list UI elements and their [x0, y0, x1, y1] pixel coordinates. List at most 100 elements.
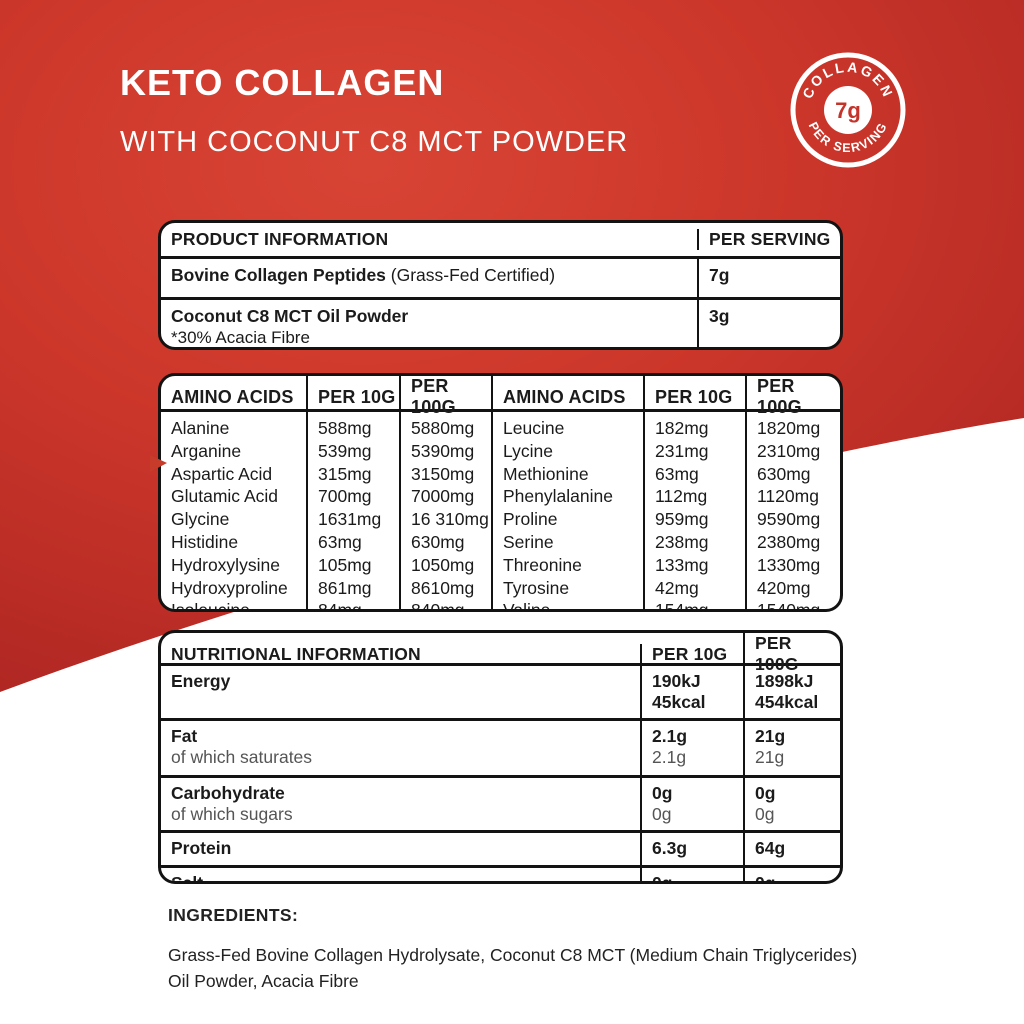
amino-per100g-value: 9590mg	[745, 508, 840, 531]
value: 2.1g	[652, 726, 688, 746]
amino-acids-header: AMINO ACIDS	[491, 376, 643, 418]
nutrient-per10g: 190kJ 45kcal	[640, 666, 743, 718]
amino-per10g-value: 63mg	[306, 530, 399, 554]
amino-per100g-value: 3150mg	[399, 462, 491, 486]
amino-per100g-value: 1120mg	[745, 485, 840, 509]
amino-row: Glutamic Acid 700mg 7000mg Phenylalanine…	[161, 485, 840, 509]
per-100g-header: PER 100G	[399, 376, 491, 418]
nutrient-name: Fat	[171, 726, 198, 746]
amino-per100g-value: 420mg	[745, 576, 840, 600]
product-table-header-row: PRODUCT INFORMATION PER SERVING	[161, 223, 840, 256]
amino-per100g-value: 1330mg	[745, 553, 840, 577]
badge-ring	[790, 52, 906, 168]
per-10g-header: PER 10G	[640, 643, 743, 665]
amino-per100g-value: 1050mg	[399, 553, 491, 577]
ingredient-value-cell: 3g	[697, 300, 840, 347]
amino-per10g-value: 861mg	[306, 576, 399, 600]
sub-value: 21g	[755, 747, 785, 767]
amino-per100g-value: 5880mg	[399, 417, 491, 440]
table-row: Coconut C8 MCT Oil Powder *30% Acacia Fi…	[161, 297, 840, 347]
nutrient-subname: of which saturates	[171, 747, 313, 767]
carbohydrate-row: Carbohydrate of which sugars 0g 0g 0g 0g	[161, 775, 840, 830]
amino-per10g-value: 42mg	[643, 576, 745, 600]
amino-per100g-value: 840mg	[399, 599, 491, 609]
amino-row: Histidine 63mg 630mg Serine 238mg 2380mg	[161, 530, 840, 554]
amino-per10g-value: 63mg	[643, 462, 745, 486]
amino-per10g-value: 105mg	[306, 553, 399, 577]
badge-center-disc	[824, 86, 872, 134]
amino-per10g-value: 1631mg	[306, 508, 399, 531]
amino-row: Alanine 588mg 5880mg Leucine 182mg 1820m…	[161, 417, 840, 440]
ingredient-name: Bovine Collagen Peptides	[171, 265, 386, 285]
value: 0g	[755, 783, 776, 803]
sub-value: 0g	[755, 804, 775, 824]
nutrient-per10g: 0g 0g	[640, 778, 743, 830]
amino-row: Hydroxylysine 105mg 1050mg Threonine 133…	[161, 553, 840, 577]
nutrient-label: Protein	[171, 838, 232, 858]
per-10g-header: PER 10G	[643, 376, 745, 418]
amino-per10g-value: 133mg	[643, 553, 745, 577]
amino-name: Leucine	[491, 417, 643, 440]
amino-per100g-value: 7000mg	[399, 485, 491, 509]
fat-row: Fat of which saturates 2.1g 2.1g 21g 21g	[161, 718, 840, 775]
amino-per100g-value: 16 310mg	[399, 508, 491, 531]
amino-name: Valine	[491, 599, 643, 609]
page-title: KETO COLLAGEN	[120, 62, 445, 103]
ingredient-name-cell: Bovine Collagen Peptides (Grass-Fed Cert…	[161, 259, 697, 297]
amino-per100g-value: 5390mg	[399, 439, 491, 463]
amino-per10g-value: 238mg	[643, 530, 745, 554]
nutrient-name: Carbohydrate	[171, 783, 285, 803]
amino-row: Aspartic Acid 315mg 3150mg Methionine 63…	[161, 462, 840, 486]
amino-per10g-value: 315mg	[306, 462, 399, 486]
nutrient-subname: of which sugars	[171, 804, 293, 824]
ingredient-name-cell: Coconut C8 MCT Oil Powder *30% Acacia Fi…	[161, 300, 697, 347]
amino-name: Phenylalanine	[491, 485, 643, 509]
nutrient-per100g: 21g 21g	[743, 721, 840, 775]
amino-name: Tyrosine	[491, 576, 643, 600]
amino-per10g-value: 112mg	[643, 485, 745, 509]
amino-acids-table: AMINO ACIDS PER 10G PER 100G AMINO ACIDS…	[158, 373, 843, 612]
ingredient-value-cell: 7g	[697, 259, 840, 297]
page-subtitle: WITH COCONUT C8 MCT POWDER	[120, 126, 629, 158]
amino-per100g-value: 630mg	[399, 530, 491, 554]
nutrient-label: Fat of which saturates	[161, 721, 640, 775]
amino-per100g-value: 1540mg	[745, 599, 840, 609]
per-100g-header: PER 100G	[745, 376, 840, 418]
amino-name: Histidine	[171, 531, 239, 552]
nutrient-per100g: 64g	[743, 833, 840, 865]
ingredients-label: INGREDIENTS:	[168, 905, 299, 925]
nutrient-label: Salt	[171, 873, 204, 884]
amino-per10g-value: 700mg	[306, 485, 399, 509]
per-100g-header: PER 100G	[743, 633, 840, 675]
amino-row: Arganine 539mg 5390mg Lycine 231mg 2310m…	[161, 439, 840, 463]
amino-per100g-value: 630mg	[745, 462, 840, 486]
per-10g-header: PER 10G	[306, 376, 399, 418]
amino-name: Isoleucine	[171, 600, 250, 612]
product-information-table: PRODUCT INFORMATION PER SERVING Bovine C…	[158, 220, 843, 350]
per-serving-header: PER SERVING	[697, 229, 840, 250]
nutrient-per100g: 0g	[743, 868, 840, 881]
amino-name: Aspartic Acid	[171, 463, 273, 484]
amino-name: Hydroxylysine	[171, 554, 280, 575]
protein-row: Protein 6.3g 64g	[161, 830, 840, 865]
ingredients-text: Grass-Fed Bovine Collagen Hydrolysate, C…	[168, 945, 858, 991]
product-info-header: PRODUCT INFORMATION	[171, 229, 389, 249]
amino-name: Threonine	[491, 553, 643, 577]
value: 0g	[652, 783, 673, 803]
ingredient-subnote: *30% Acacia Fibre	[171, 328, 310, 347]
amino-name: Proline	[491, 508, 643, 531]
amino-name: Lycine	[491, 439, 643, 463]
amino-row: Isoleucine 84mg 840mg Valine 154mg 1540m…	[161, 599, 840, 612]
amino-table-header-row: AMINO ACIDS PER 10G PER 100G AMINO ACIDS…	[161, 376, 840, 418]
amino-acids-header: AMINO ACIDS	[171, 386, 294, 407]
amino-per100g-value: 8610mg	[399, 576, 491, 600]
amino-per10g-value: 182mg	[643, 417, 745, 440]
amino-per10g-value: 154mg	[643, 599, 745, 609]
value: 21g	[755, 726, 786, 746]
ingredient-name: Coconut C8 MCT Oil Powder	[171, 306, 409, 326]
energy-row: Energy 190kJ 45kcal 1898kJ 454kcal	[161, 663, 840, 718]
ingredient-note: (Grass-Fed Certified)	[385, 265, 556, 285]
amino-row: Hydroxyproline 861mg 8610mg Tyrosine 42m…	[161, 576, 840, 600]
nutrient-per10g: 0g	[640, 868, 743, 881]
